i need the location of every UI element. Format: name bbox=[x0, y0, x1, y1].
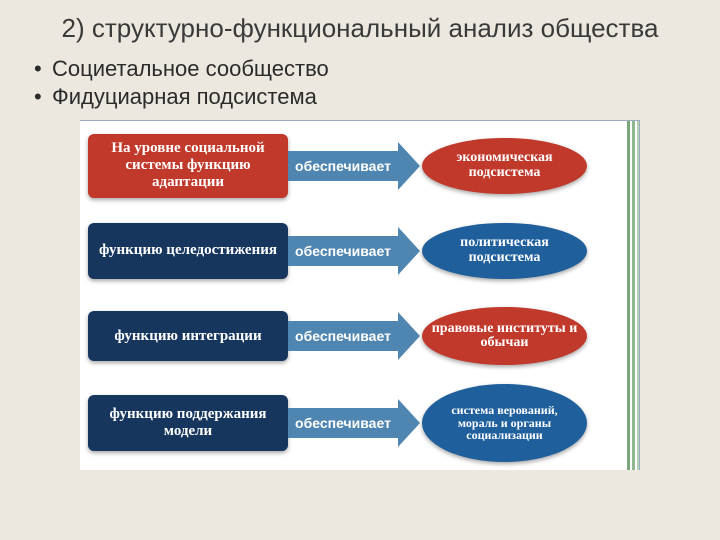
diagram-row: На уровне социальной системы функцию ада… bbox=[88, 128, 632, 203]
arrow-label: обеспечивает bbox=[288, 408, 398, 438]
diagram: На уровне социальной системы функцию ада… bbox=[80, 120, 640, 470]
slide-title: 2) структурно-функциональный анализ обще… bbox=[40, 14, 680, 44]
arrow: обеспечивает bbox=[288, 399, 420, 447]
subsystem-oval: экономическая подсистема bbox=[422, 138, 587, 194]
bullet-item: Фидуциарная подсистема bbox=[34, 84, 720, 110]
arrow: обеспечивает bbox=[288, 227, 420, 275]
arrow: обеспечивает bbox=[288, 142, 420, 190]
function-box: функцию целедостижения bbox=[88, 223, 288, 279]
bullet-list: Социетальное сообществоФидуциарная подси… bbox=[34, 54, 720, 112]
bullet-item: Социетальное сообщество bbox=[34, 56, 720, 82]
diagram-row: функцию интеграцииобеспечивает правовые и… bbox=[88, 299, 632, 374]
arrow-head-icon bbox=[398, 399, 420, 447]
side-stripes bbox=[625, 120, 640, 470]
diagram-row: функцию поддержания моделиобеспечивает си… bbox=[88, 384, 632, 462]
subsystem-oval: система верований, мораль и органы социа… bbox=[422, 384, 587, 462]
arrow-head-icon bbox=[398, 312, 420, 360]
subsystem-oval: правовые институты и обычаи bbox=[422, 307, 587, 365]
function-box: На уровне социальной системы функцию ада… bbox=[88, 134, 288, 198]
subsystem-oval: политическая подсистема bbox=[422, 223, 587, 279]
diagram-container: На уровне социальной системы функцию ада… bbox=[0, 120, 720, 540]
arrow-label: обеспечивает bbox=[288, 321, 398, 351]
diagram-row: функцию целедостиженияобеспечивает полити… bbox=[88, 213, 632, 288]
arrow-label: обеспечивает bbox=[288, 151, 398, 181]
function-box: функцию поддержания модели bbox=[88, 395, 288, 451]
function-box: функцию интеграции bbox=[88, 311, 288, 361]
arrow: обеспечивает bbox=[288, 312, 420, 360]
arrow-head-icon bbox=[398, 227, 420, 275]
arrow-label: обеспечивает bbox=[288, 236, 398, 266]
arrow-head-icon bbox=[398, 142, 420, 190]
